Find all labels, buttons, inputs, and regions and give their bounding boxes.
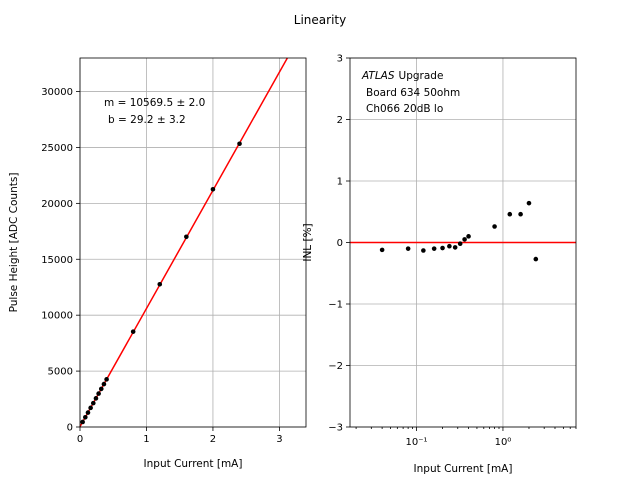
x-tick-label: 1 xyxy=(143,434,149,445)
pulse-height-y-axis-label: Pulse Height [ADC Counts] xyxy=(8,173,20,313)
data-point xyxy=(83,414,88,420)
data-point xyxy=(210,186,216,192)
pulse-height-plot: 0 1 2 3 0 5000 10000 15000 20000 25000 30000 m = 1… xyxy=(8,57,307,470)
inl-plot: 10⁻¹ 10⁰ −3 −2 −1 0 1 2 3 ATLAS Upgrade Board 634… xyxy=(302,54,577,475)
data-point xyxy=(85,410,91,415)
data-point xyxy=(526,200,532,206)
y-tick-label: 5000 xyxy=(48,367,73,378)
data-point xyxy=(101,381,107,387)
board-annotation: Board 634 50ohm xyxy=(366,87,460,99)
channel-annotation: Ch066 20dB lo xyxy=(366,103,443,115)
data-point xyxy=(421,248,426,253)
y-tick-label: −3 xyxy=(328,423,343,434)
y-tick-label: 0 xyxy=(67,423,73,434)
data-point xyxy=(80,419,85,425)
y-tick-label: −2 xyxy=(328,361,343,372)
y-tick-label: 10000 xyxy=(41,311,73,322)
pulse-height-plot-frame xyxy=(79,57,307,428)
inl-y-axis-label: INL [%] xyxy=(302,223,314,261)
y-tick-label: 30000 xyxy=(41,87,73,98)
data-point xyxy=(98,386,104,392)
y-tick-label: 3 xyxy=(337,54,343,65)
data-point xyxy=(457,241,463,247)
data-point xyxy=(507,211,513,217)
atlas-label: ATLAS Upgrade xyxy=(361,70,443,82)
data-point xyxy=(466,234,471,239)
data-point xyxy=(462,237,467,242)
y-tick-label: 15000 xyxy=(41,255,73,266)
y-tick-label: 2 xyxy=(337,115,343,126)
data-point xyxy=(90,400,96,406)
fit-line xyxy=(79,57,289,428)
data-point xyxy=(533,256,539,262)
y-tick-label: 1 xyxy=(337,177,343,188)
data-point xyxy=(440,245,445,251)
data-point xyxy=(157,281,163,287)
data-point xyxy=(88,405,93,411)
y-tick-label: −1 xyxy=(328,300,343,311)
data-point xyxy=(492,224,497,229)
data-point xyxy=(130,329,136,334)
x-tick-label: 2 xyxy=(210,434,216,445)
data-point xyxy=(237,141,242,147)
atlas-label-upgrade: Upgrade xyxy=(399,70,444,82)
y-tick-label: 25000 xyxy=(41,143,73,154)
atlas-label-italic: ATLAS xyxy=(361,70,395,82)
data-point xyxy=(93,396,99,401)
data-point xyxy=(405,246,411,251)
data-point xyxy=(96,391,101,396)
data-point xyxy=(379,247,385,253)
x-tick-label: 3 xyxy=(276,434,282,445)
pulse-height-x-axis-label: Input Current [mA] xyxy=(144,458,243,470)
x-tick-label: 0 xyxy=(77,434,83,445)
data-point xyxy=(431,246,437,251)
x-tick-label: 10⁻¹ xyxy=(406,437,428,448)
data-point xyxy=(104,377,109,382)
x-tick-label: 10⁰ xyxy=(495,437,512,448)
data-point xyxy=(452,245,458,250)
data-point xyxy=(447,243,452,249)
inl-x-axis-label: Input Current [mA] xyxy=(414,463,513,475)
y-tick-label: 0 xyxy=(337,238,343,249)
fit-slope-annotation: m = 10569.5 ± 2.0 xyxy=(104,97,205,109)
data-point xyxy=(518,211,523,217)
y-tick-label: 20000 xyxy=(41,199,73,210)
inl-plot-frame xyxy=(349,57,577,428)
data-point xyxy=(184,234,189,240)
fit-intercept-annotation: b = 29.2 ± 3.2 xyxy=(108,114,186,126)
figure-title: Linearity xyxy=(294,13,346,27)
